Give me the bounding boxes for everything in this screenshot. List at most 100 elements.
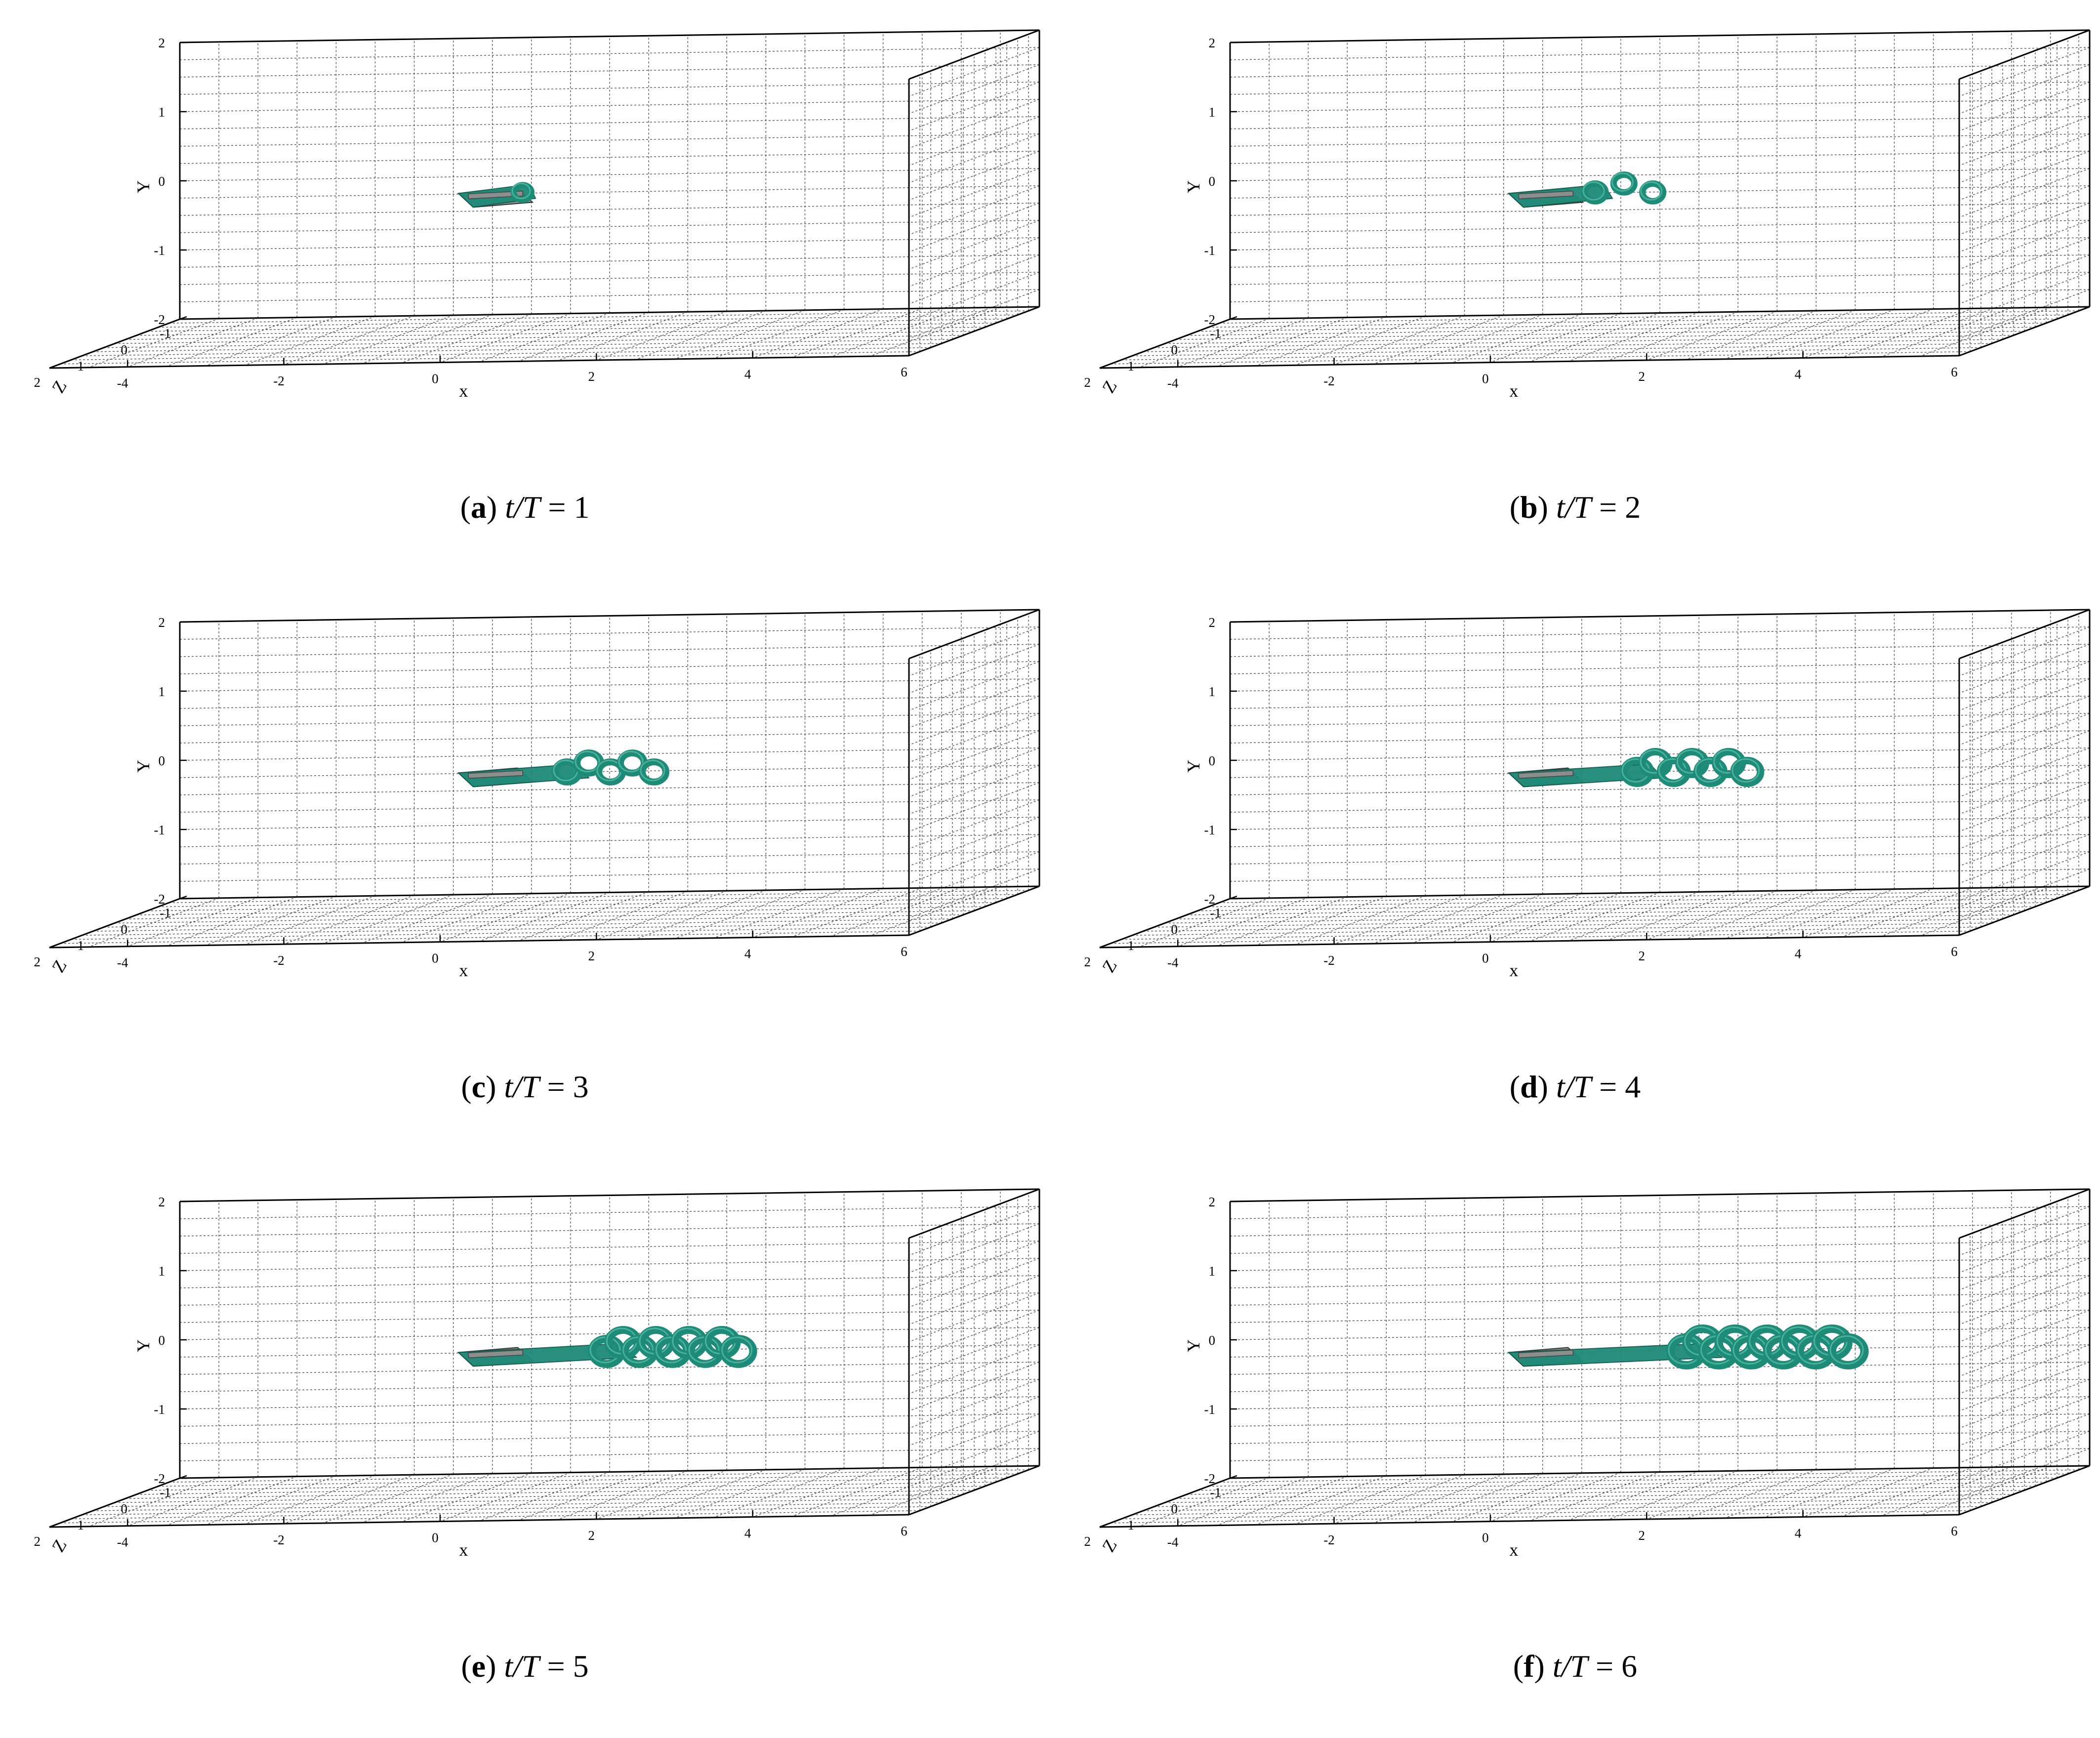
x-tick-label: 0 <box>432 951 439 966</box>
x-tick-label: 4 <box>744 947 751 961</box>
y-tick-label: -2 <box>154 312 165 327</box>
z-tick-label: 0 <box>1171 1501 1178 1516</box>
y-tick-label: 1 <box>159 1264 165 1279</box>
y-axis-label: Y <box>133 760 153 773</box>
panel-caption: (e) t/T = 5 <box>461 1649 589 1684</box>
x-tick-label: 6 <box>901 1524 907 1538</box>
z-tick-label: 2 <box>1084 954 1091 969</box>
y-tick-label: -2 <box>1204 1471 1216 1486</box>
z-axis-label: Z <box>1098 956 1121 976</box>
vortex-ring-highlight <box>688 1336 720 1364</box>
x-tick-label: 6 <box>1951 944 1958 959</box>
z-tick-label: 0 <box>121 922 128 937</box>
x-tick-label: -4 <box>1167 1535 1179 1550</box>
z-tick-label: 1 <box>78 1518 84 1532</box>
panel-letter: d <box>1520 1069 1538 1104</box>
vortex-isosurface <box>1507 171 1667 208</box>
vortex-ring <box>1581 180 1609 205</box>
panel-letter: e <box>471 1649 486 1684</box>
x-tick-label: -4 <box>117 376 128 391</box>
time-value: = 5 <box>539 1649 589 1684</box>
panel-letter: c <box>471 1069 486 1104</box>
y-tick-label: 2 <box>159 36 165 50</box>
x-tick-label: 0 <box>1482 372 1489 386</box>
vortex-ring-highlight <box>511 182 531 200</box>
y-tick-label: 1 <box>1209 684 1216 699</box>
y-tick-label: 1 <box>159 684 165 699</box>
y-tick-label: 2 <box>159 1195 165 1209</box>
panel-caption: (a) t/T = 1 <box>460 490 590 525</box>
vortex-ring <box>1610 171 1638 196</box>
x-tick-label: -2 <box>1323 373 1335 388</box>
x-tick-label: 0 <box>432 372 439 386</box>
time-value: = 1 <box>540 490 590 525</box>
grid-lines <box>1099 30 2090 369</box>
x-tick-label: -4 <box>1167 376 1179 391</box>
vortex-ring-highlight <box>640 759 665 782</box>
z-axis-label: Z <box>1098 1536 1121 1555</box>
box-edges <box>1099 609 2091 949</box>
x-tick-label: 6 <box>1951 1524 1958 1538</box>
box-edges <box>49 609 1040 949</box>
z-tick-label: -1 <box>160 906 171 920</box>
z-tick-label: 1 <box>1128 938 1135 953</box>
vortex-ring-highlight <box>618 750 644 773</box>
x-tick-label: 6 <box>901 365 907 379</box>
z-tick-label: -1 <box>1210 326 1222 341</box>
time-variable: t/T <box>504 1649 539 1684</box>
x-tick-label: -2 <box>273 373 285 388</box>
z-tick-label: -1 <box>1210 906 1222 920</box>
z-tick-label: 1 <box>78 359 84 373</box>
x-axis-label: x <box>459 381 468 401</box>
x-tick-label: 4 <box>1795 947 1802 961</box>
z-axis-label: Z <box>48 377 71 396</box>
vortex-ring-highlight <box>721 1336 753 1364</box>
vortex-ring-highlight <box>622 1336 654 1364</box>
y-tick-label: -1 <box>1204 823 1216 837</box>
panel-caption: (f) t/T = 6 <box>1513 1649 1638 1684</box>
plate-edge <box>1518 190 1574 200</box>
panel-caption: (b) t/T = 2 <box>1509 490 1641 525</box>
vortex-isosurface <box>457 182 536 208</box>
y-tick-label: 0 <box>159 753 165 768</box>
time-variable: t/T <box>1552 1649 1588 1684</box>
z-axis-label: Z <box>1098 377 1121 396</box>
vortex-isosurface <box>1507 1324 1869 1370</box>
z-tick-label: -1 <box>1210 1485 1222 1500</box>
y-tick-label: 2 <box>1209 615 1216 630</box>
y-tick-label: -2 <box>1204 892 1216 907</box>
vortex-isosurface <box>457 749 669 787</box>
time-value: = 2 <box>1591 490 1641 525</box>
panel-letter: a <box>470 490 487 525</box>
y-tick-label: 2 <box>1209 36 1216 50</box>
plate-edge <box>468 1349 524 1359</box>
x-axis-label: x <box>1509 960 1518 980</box>
panel-letter: b <box>1520 490 1538 525</box>
z-tick-label: 1 <box>1128 1518 1135 1532</box>
vortex-ring <box>1639 180 1667 205</box>
panel-caption: (c) t/T = 3 <box>461 1069 589 1104</box>
time-variable: t/T <box>504 1069 539 1104</box>
x-tick-label: 6 <box>1951 365 1958 379</box>
y-tick-label: -1 <box>154 1402 165 1417</box>
z-tick-label: 1 <box>78 938 84 953</box>
panel-caption: (d) t/T = 4 <box>1509 1069 1641 1104</box>
plate-edge <box>1518 1349 1574 1359</box>
x-tick-label: 4 <box>744 1526 751 1541</box>
time-variable: t/T <box>505 490 540 525</box>
y-tick-label: -1 <box>154 823 165 837</box>
grid-lines <box>49 30 1040 369</box>
vortex-ring-highlight <box>1640 181 1663 201</box>
x-tick-label: 0 <box>432 1531 439 1545</box>
box-edges <box>49 29 1040 369</box>
z-tick-label: -1 <box>160 1485 171 1500</box>
y-tick-label: -1 <box>154 243 165 258</box>
